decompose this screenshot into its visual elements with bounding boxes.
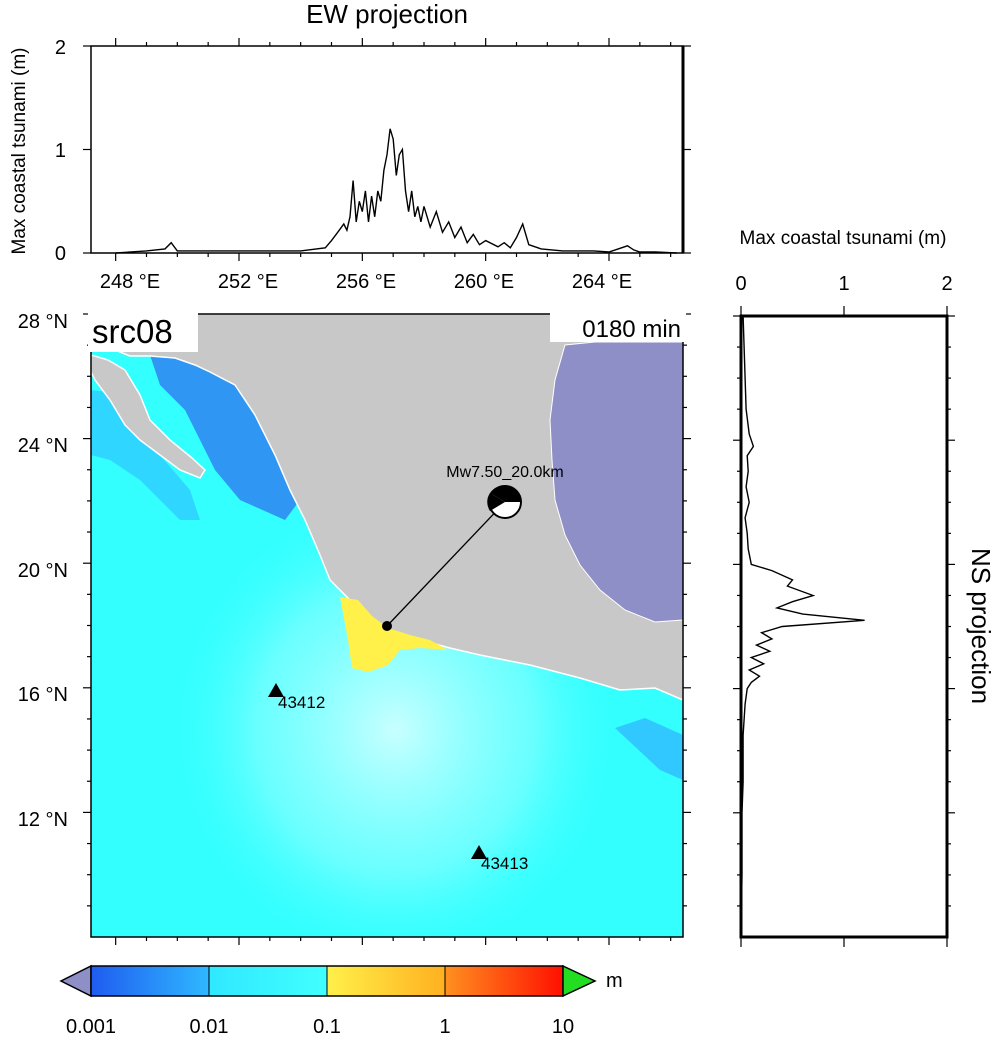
ew-ytick-1: 1 [55, 140, 66, 162]
colorbar-seg-0 [91, 966, 209, 996]
ew-xtick-264: 264 °E [572, 271, 632, 293]
source-label: src08 [92, 313, 173, 350]
ns-xtick-0: 0 [735, 273, 746, 295]
source-label-box [88, 312, 198, 352]
station-43413: 43413 [471, 845, 528, 873]
ew-xtick-256: 256 °E [336, 271, 396, 293]
epicenter-link-line [386, 501, 506, 627]
station-43412: 43412 [268, 683, 325, 712]
ns-x-tick-labels: 0 1 2 [735, 273, 952, 295]
offshore-south-shade [615, 718, 683, 780]
colorbar-label-4: 10 [552, 1016, 574, 1038]
pacific-north-shade [91, 390, 200, 520]
colorbar-seg-1 [209, 966, 327, 996]
colorbar-label-0: 0.001 [66, 1016, 116, 1038]
ns-frame [739, 314, 949, 939]
colorbar-label-3: 1 [439, 1016, 450, 1038]
colorbar-high-arrow [562, 964, 597, 998]
ew-xtick-260: 260 °E [454, 271, 514, 293]
time-label-box [550, 312, 686, 342]
station-triangle-icon [471, 845, 487, 859]
gulf-of-mexico [549, 341, 683, 623]
lat-label-16: 16 °N [18, 684, 68, 706]
ns-xlabel: Max coastal tsunami (m) [740, 228, 947, 249]
ns-xtick-1: 1 [838, 273, 849, 295]
colorbar-label-1: 0.01 [190, 1016, 229, 1038]
ew-y-tick-labels: 0 1 2 [55, 37, 66, 265]
event-label: Mw7.50_20.0km [446, 464, 563, 481]
map-axis-ticks [83, 313, 691, 945]
ew-x-tick-labels: 248 °E 252 °E 256 °E 260 °E 264 °E [100, 271, 632, 293]
colorbar: m 0.001 0.01 0.1 1 10 [59, 964, 623, 1038]
ew-ytick-2: 2 [55, 37, 66, 59]
station-label: 43412 [278, 693, 325, 712]
lat-label-24: 24 °N [18, 435, 68, 457]
colorbar-seg-4 [445, 966, 563, 996]
colorbar-unit: m [606, 970, 623, 992]
ns-axis-ticks [733, 306, 955, 947]
map-area [91, 314, 683, 937]
ew-ylabel: Max coastal tsunami (m) [9, 48, 30, 255]
colorbar-seg-3 [327, 966, 445, 996]
ew-title: EW projection [306, 0, 468, 29]
colorbar-low-arrow [59, 964, 92, 998]
ew-ytick-0: 0 [55, 243, 66, 265]
lat-label-20: 20 °N [18, 560, 68, 582]
lat-label-28: 28 °N [18, 311, 68, 333]
ns-series-line [740, 315, 865, 938]
land-mexico [91, 314, 683, 701]
focal-mechanism-beachball [487, 485, 522, 519]
colorbar-label-2: 0.1 [313, 1016, 341, 1038]
time-label: 0180 min [582, 316, 681, 343]
ns-title: NS projection [966, 548, 995, 704]
lat-tick-labels: 28 °N 24 °N 20 °N 16 °N 12 °N [18, 311, 68, 831]
ew-xtick-252: 252 °E [218, 271, 278, 293]
ns-xtick-2: 2 [941, 273, 952, 295]
lat-label-12: 12 °N [18, 809, 68, 831]
station-label: 43413 [481, 854, 528, 873]
station-triangle-icon [268, 683, 284, 697]
ew-series-line [115, 128, 677, 254]
ew-xtick-248: 248 °E [100, 271, 160, 293]
epicenter-marker [382, 621, 392, 631]
land-baja-california [91, 354, 206, 479]
gulf-of-california-shade [150, 355, 300, 520]
high-amplitude-zone [340, 597, 448, 672]
